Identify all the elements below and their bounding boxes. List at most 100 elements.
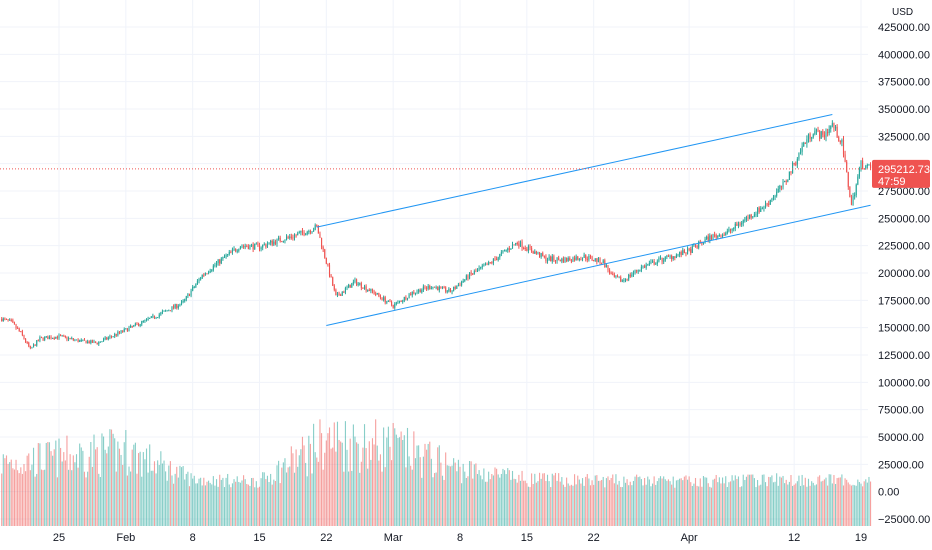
volume-bar — [449, 466, 452, 526]
candle-body — [144, 319, 146, 322]
candle-body — [362, 287, 364, 289]
candle-body — [745, 217, 747, 220]
volume-bar — [558, 473, 560, 526]
candle-body — [764, 203, 767, 208]
volume-bar — [688, 476, 690, 526]
volume-bar — [798, 475, 800, 526]
candle-body — [74, 339, 76, 341]
volume-bar — [432, 477, 434, 526]
volume-bar — [389, 446, 391, 526]
x-tick-label: 12 — [788, 532, 800, 544]
volume-bar — [85, 477, 87, 526]
volume-bar — [276, 465, 278, 526]
candle-body — [136, 323, 138, 325]
candle-body — [809, 133, 811, 139]
candle-body — [709, 235, 711, 241]
x-tick-label: 22 — [320, 532, 332, 544]
volume-bar — [90, 442, 92, 526]
candle-body — [481, 265, 483, 268]
trend-channel[interactable] — [316, 113, 871, 326]
candle-body — [324, 249, 326, 258]
candle-body — [233, 248, 235, 250]
candle-body — [497, 257, 499, 260]
candle-body — [825, 132, 827, 138]
volume-bar — [728, 482, 730, 526]
candle-body — [742, 220, 744, 224]
volume-bar — [612, 474, 614, 526]
volume-bar — [470, 461, 472, 526]
candle-body — [768, 203, 770, 205]
volume-bar — [640, 479, 642, 526]
candle-body — [268, 242, 270, 245]
volume-bar — [483, 468, 485, 526]
volume-bar — [739, 487, 741, 526]
volume-bar — [142, 452, 144, 526]
candle-body — [309, 230, 311, 233]
candle-body — [18, 328, 20, 332]
candle-body — [629, 274, 631, 277]
time-axis[interactable]: 25 Feb 8 15 22 Mar 8 15 22 Apr 12 19 — [53, 532, 867, 544]
volume-bar — [710, 487, 712, 526]
candle-body — [628, 274, 630, 280]
volume-bar — [79, 443, 81, 526]
candle-body — [492, 258, 494, 263]
volume-bar — [244, 479, 246, 526]
volume-bar — [419, 457, 421, 526]
candle-body — [383, 297, 385, 301]
candle-body — [187, 294, 189, 297]
candle-body — [473, 271, 475, 274]
volume-bar — [815, 484, 818, 526]
candle-body — [300, 230, 302, 233]
volume-bar — [642, 485, 644, 526]
candle-body — [421, 290, 423, 293]
volume-bar — [17, 470, 19, 526]
volume-bar — [529, 487, 531, 526]
candle-body — [807, 133, 810, 140]
volume-bar — [760, 484, 762, 526]
candle-body — [63, 335, 65, 337]
candle-body — [346, 287, 348, 289]
volume-bar — [596, 475, 598, 526]
volume-bar — [575, 484, 577, 526]
volume-bar — [437, 447, 439, 526]
volume-bar — [421, 477, 423, 526]
volume-bar — [25, 471, 27, 526]
channel-lower-line — [326, 204, 871, 326]
volume-bar — [406, 427, 409, 526]
volume-bar — [109, 429, 111, 526]
candle-body — [438, 286, 440, 291]
candle-body — [411, 291, 413, 296]
candle-body — [83, 339, 86, 341]
volume-bar — [459, 466, 461, 526]
volume-bar — [63, 452, 65, 526]
candle-body — [363, 286, 366, 289]
volume-bar — [112, 433, 114, 526]
candle-body — [333, 285, 335, 290]
candle-body — [556, 257, 558, 262]
candle-body — [44, 337, 46, 340]
volume-bar — [363, 424, 366, 526]
volume-bar — [601, 479, 603, 526]
volume-bar — [626, 479, 628, 526]
candle-body — [384, 297, 386, 303]
volume-bar — [663, 476, 665, 526]
volume-bar — [230, 487, 232, 526]
volume-bar — [243, 475, 245, 526]
candle-body — [685, 253, 687, 255]
volume-bar — [842, 485, 845, 526]
volume-bar — [149, 444, 151, 526]
candle-body — [289, 236, 291, 238]
candle-body — [850, 197, 853, 205]
volume-bar — [20, 467, 22, 526]
candle-body — [682, 250, 684, 256]
candle-body — [787, 179, 789, 182]
candle-body — [753, 214, 755, 217]
candle-body — [440, 286, 442, 288]
volume-bar — [376, 445, 378, 526]
candle-body — [392, 304, 394, 308]
volume-bar — [13, 469, 16, 526]
volume-bar — [597, 480, 599, 526]
candle-body — [332, 277, 334, 286]
price-axis[interactable]: 425000.00 400000.00 375000.00 350000.00 3250… — [878, 22, 930, 526]
